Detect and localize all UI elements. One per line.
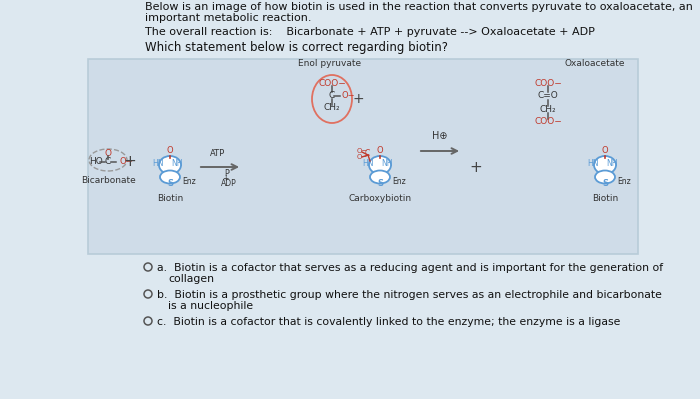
- Text: +: +: [222, 174, 228, 183]
- Text: NH: NH: [606, 158, 617, 168]
- Text: HN: HN: [363, 158, 374, 168]
- Text: HO: HO: [89, 158, 103, 166]
- Text: O: O: [104, 150, 111, 158]
- Text: b.  Biotin is a prosthetic group where the nitrogen serves as an electrophile an: b. Biotin is a prosthetic group where th…: [157, 290, 662, 300]
- Text: Carboxybiotin: Carboxybiotin: [349, 194, 412, 203]
- Text: Enz: Enz: [182, 176, 196, 186]
- FancyBboxPatch shape: [88, 59, 638, 254]
- Text: COO−: COO−: [534, 79, 562, 88]
- Text: CH₂: CH₂: [323, 103, 340, 113]
- Text: H⊕: H⊕: [433, 131, 448, 141]
- Text: important metabolic reaction.: important metabolic reaction.: [145, 13, 312, 23]
- Text: The overall reaction is:    Bicarbonate + ATP + pyruvate --> Oxaloacetate + ADP: The overall reaction is: Bicarbonate + A…: [145, 27, 595, 37]
- Text: collagen: collagen: [168, 274, 214, 284]
- Ellipse shape: [370, 170, 390, 184]
- Text: O−: O−: [119, 158, 132, 166]
- Text: is a nucleophile: is a nucleophile: [168, 301, 253, 311]
- Text: O−: O−: [356, 148, 368, 154]
- Text: HN: HN: [153, 158, 164, 168]
- Text: +: +: [470, 160, 482, 174]
- Text: Pᴵ: Pᴵ: [224, 169, 230, 178]
- Ellipse shape: [159, 156, 181, 174]
- Text: a.  Biotin is a cofactor that serves as a reducing agent and is important for th: a. Biotin is a cofactor that serves as a…: [157, 263, 663, 273]
- Text: Enol pyruvate: Enol pyruvate: [298, 59, 362, 68]
- Text: COO−: COO−: [318, 79, 346, 88]
- Text: +: +: [352, 92, 364, 106]
- Text: Biotin: Biotin: [157, 194, 183, 203]
- Text: +: +: [124, 154, 136, 170]
- Text: CH₂: CH₂: [540, 105, 557, 113]
- Text: O−: O−: [356, 154, 368, 160]
- Text: C=O: C=O: [538, 91, 559, 101]
- Text: C: C: [365, 150, 370, 158]
- Text: O: O: [377, 146, 384, 155]
- Text: Enz: Enz: [617, 176, 631, 186]
- Text: Oxaloacetate: Oxaloacetate: [565, 59, 625, 68]
- Text: C: C: [329, 91, 335, 101]
- Ellipse shape: [369, 156, 391, 174]
- Text: COO−: COO−: [534, 117, 562, 126]
- Text: Biotin: Biotin: [592, 194, 618, 203]
- Text: O: O: [602, 146, 608, 155]
- Text: O: O: [167, 146, 174, 155]
- Text: Enz: Enz: [392, 176, 406, 186]
- Text: HN: HN: [587, 158, 599, 168]
- Ellipse shape: [595, 170, 615, 184]
- Text: S: S: [602, 180, 608, 188]
- Text: NH: NH: [171, 158, 183, 168]
- Text: c.  Biotin is a cofactor that is covalently linked to the enzyme; the enzyme is : c. Biotin is a cofactor that is covalent…: [157, 317, 620, 327]
- Text: C: C: [105, 158, 111, 166]
- Ellipse shape: [594, 156, 616, 174]
- Text: ATP: ATP: [211, 149, 225, 158]
- Text: S: S: [167, 180, 173, 188]
- Text: Bicarbonate: Bicarbonate: [80, 176, 135, 185]
- Ellipse shape: [160, 170, 180, 184]
- Text: S: S: [377, 180, 383, 188]
- Text: Which statement below is correct regarding biotin?: Which statement below is correct regardi…: [145, 41, 448, 54]
- Text: ADP: ADP: [221, 179, 237, 188]
- Text: O−: O−: [342, 91, 356, 101]
- Text: Below is an image of how biotin is used in the reaction that converts pyruvate t: Below is an image of how biotin is used …: [145, 2, 693, 12]
- Text: NH: NH: [381, 158, 393, 168]
